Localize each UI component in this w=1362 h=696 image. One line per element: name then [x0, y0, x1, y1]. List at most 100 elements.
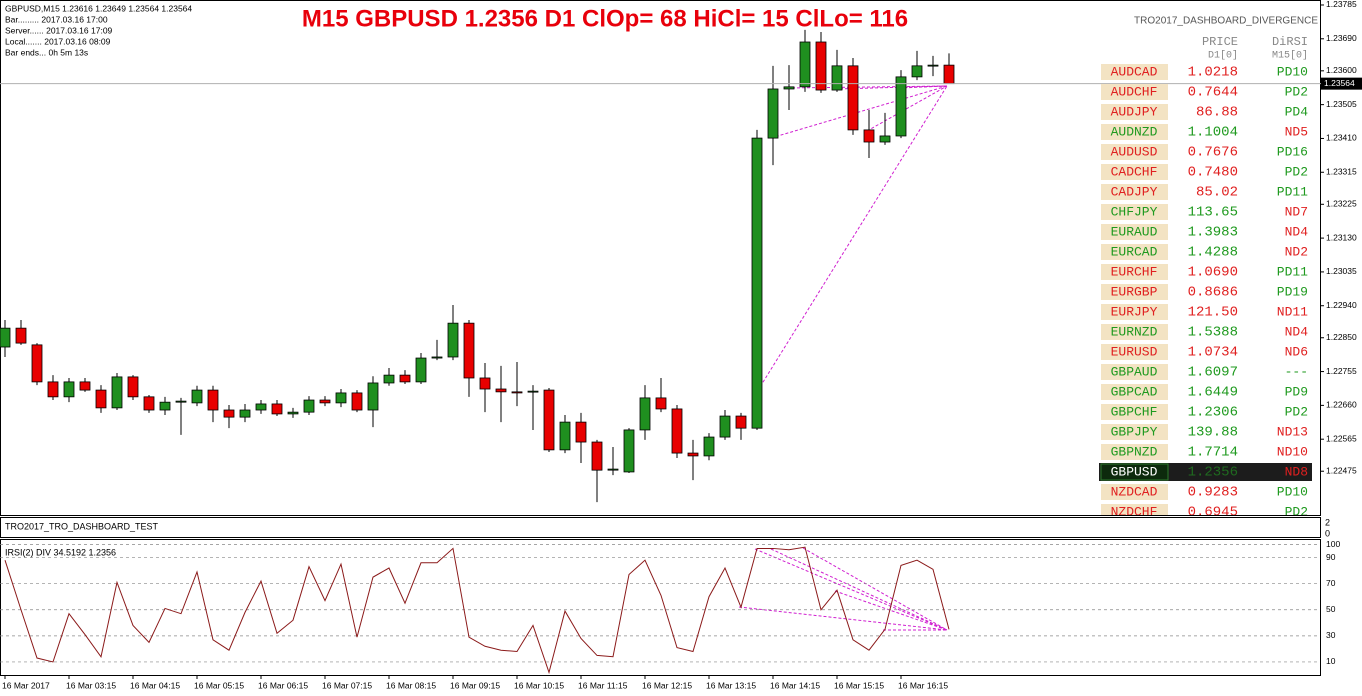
candle-body: [879, 135, 891, 143]
y-tick-label: 1.23600: [1326, 65, 1357, 75]
x-tick-label: 16 Mar 10:15: [514, 680, 564, 690]
signal-label: ND10: [1277, 444, 1308, 459]
info-line: Local....... 2017.03.16 08:09: [5, 36, 111, 46]
current-price-label: 1.23564: [1324, 78, 1355, 88]
candle-body: [751, 137, 763, 429]
info-line: GBPUSD,M15 1.23616 1.23649 1.23564 1.235…: [5, 3, 192, 13]
candle-body: [319, 399, 331, 404]
pair-label: AUDUSD: [1111, 144, 1158, 159]
y-tick-label: 70: [1326, 578, 1336, 588]
pair-box: [1101, 384, 1168, 400]
price-label: 1.6097: [1188, 365, 1238, 381]
rsi-panel: [0, 539, 1321, 676]
x-tick-label: 16 Mar 04:15: [130, 680, 180, 690]
pair-box: [1101, 504, 1168, 515]
sub-title: TRO2017_TRO_DASHBOARD_TEST: [5, 521, 159, 531]
price-label: 1.2356: [1188, 465, 1238, 481]
info-line: Bar ends... 0h 5m 13s: [5, 47, 88, 57]
sub-axis-label: 2: [1325, 517, 1330, 527]
x-tick-label: 16 Mar 14:15: [770, 680, 820, 690]
candle-body: [255, 403, 267, 411]
signal-label: ND11: [1277, 304, 1308, 319]
signal-label: PD9: [1285, 384, 1308, 399]
signal-label: PD2: [1285, 504, 1308, 519]
info-line: Bar......... 2017.03.16 17:00: [5, 14, 108, 24]
y-tick-label: 1.22755: [1326, 366, 1357, 376]
signal-label: ND8: [1285, 464, 1308, 479]
price-label: 0.7676: [1188, 145, 1238, 161]
price-label: 1.7714: [1188, 445, 1238, 461]
pair-box: [1101, 424, 1168, 440]
signal-label: ---: [1285, 364, 1308, 379]
candle-body: [15, 327, 27, 344]
price-label: 85.02: [1196, 185, 1238, 201]
candle-body: [479, 377, 491, 390]
y-tick-label: 1.23035: [1326, 266, 1357, 276]
signal-label: PD11: [1277, 184, 1308, 199]
pair-label: GBPUSD: [1111, 464, 1158, 479]
candle-body: [495, 388, 507, 393]
y-tick-label: 90: [1326, 552, 1336, 562]
signal-label: ND7: [1285, 204, 1308, 219]
y-tick-label: 1.23225: [1326, 199, 1357, 209]
candle-body: [607, 468, 619, 471]
y-tick-label: 10: [1326, 656, 1336, 666]
signal-label: PD10: [1277, 64, 1308, 79]
price-label: 1.5388: [1188, 325, 1238, 341]
y-tick-label: 1.23130: [1326, 232, 1357, 242]
pair-label: EURGBP: [1111, 284, 1158, 299]
candle-body: [911, 65, 923, 78]
candle-body: [47, 381, 59, 398]
x-tick-label: 16 Mar 05:15: [194, 680, 244, 690]
pair-label: AUDNZD: [1111, 124, 1158, 139]
rsi-line: [4, 546, 950, 675]
candle-body: [127, 376, 139, 398]
dashboard-title: TRO2017_DASHBOARD_DIVERGENCE: [1134, 16, 1318, 27]
sub-panel: [0, 517, 1321, 538]
candle-body: [623, 429, 635, 473]
dashboard-header: PRICE: [1202, 35, 1238, 49]
pair-label: CADCHF: [1111, 164, 1158, 179]
pair-label: GBPNZD: [1111, 444, 1158, 459]
candle-body: [335, 392, 347, 404]
pair-box: [1101, 404, 1168, 420]
price-label: 1.0218: [1188, 65, 1238, 81]
price-label: 86.88: [1196, 105, 1238, 121]
signal-label: PD2: [1285, 404, 1308, 419]
candle-body: [863, 129, 875, 143]
candle-body: [143, 396, 155, 411]
candle-body: [303, 399, 315, 413]
price-label: 113.65: [1188, 205, 1238, 221]
pair-label: EURCHF: [1111, 264, 1158, 279]
candle-body: [351, 392, 363, 411]
candle-body: [735, 415, 747, 429]
pair-label: GBPCAD: [1111, 384, 1158, 399]
signal-label: PD19: [1277, 284, 1308, 299]
y-tick-label: 1.23315: [1326, 167, 1357, 177]
price-label: 0.6945: [1188, 505, 1238, 521]
y-tick-label: 1.22940: [1326, 300, 1357, 310]
candle-body: [63, 381, 75, 398]
x-tick-label: 16 Mar 03:15: [66, 680, 116, 690]
info-line: Server...... 2017.03.16 17:09: [5, 25, 113, 35]
candle-body: [111, 376, 123, 409]
pair-box: [1101, 124, 1168, 140]
pair-label: CHFJPY: [1111, 204, 1158, 219]
pair-box: [1101, 164, 1168, 180]
x-tick-label: 16 Mar 08:15: [386, 680, 436, 690]
price-label: 0.9283: [1188, 485, 1238, 501]
pair-box: [1101, 104, 1168, 120]
candle-body: [703, 436, 715, 457]
pair-box: [1101, 484, 1168, 500]
signal-label: ND5: [1285, 124, 1308, 139]
signal-label: PD10: [1277, 484, 1308, 499]
price-label: 1.6449: [1188, 385, 1238, 401]
candle-body: [943, 64, 955, 85]
candle-body: [575, 421, 587, 443]
signal-label: ND13: [1277, 424, 1308, 439]
price-label: 121.50: [1188, 305, 1238, 321]
pair-label: AUDCAD: [1111, 64, 1158, 79]
pair-box: [1101, 64, 1168, 80]
price-label: 0.7480: [1188, 165, 1238, 181]
